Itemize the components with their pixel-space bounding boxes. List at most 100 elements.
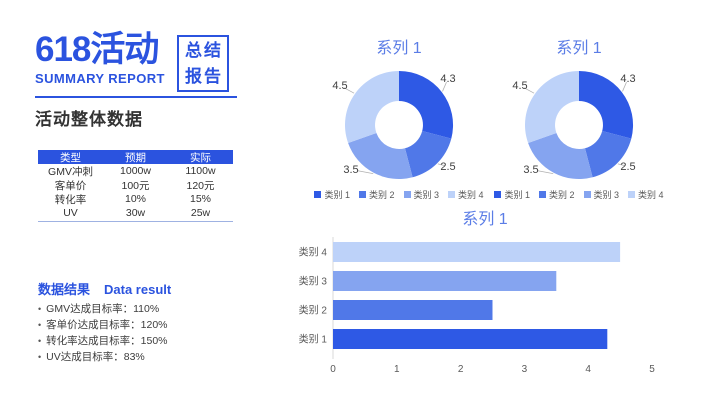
label-leader-line [617, 163, 626, 167]
label-leader-line [537, 170, 554, 174]
label-leader-line [622, 81, 627, 92]
data-label: 2.5 [620, 161, 635, 173]
data-label: 2.5 [440, 161, 455, 173]
legend-item: 类别 2 [358, 188, 395, 201]
results-list: • GMV达成目标率：110% • 客单价达成目标率：120% • 转化率达成目标率：15… [38, 301, 168, 365]
table-row: 转化率 10% 15% [38, 192, 233, 206]
results-title-zh: 数据结果 [38, 282, 91, 297]
x-tick-label: 2 [458, 364, 464, 375]
bar-chart: 系列 1 类别 4 类别 3 类别 2 类别 1 0 1 2 3 4 5 [285, 208, 685, 388]
table-cell: UV [63, 207, 78, 219]
results-title: 数据结果 Data result [38, 279, 171, 298]
data-label: 3.5 [523, 164, 538, 176]
bar-chart-title: 系列 1 [462, 211, 508, 228]
category-label: 类别 4 [299, 246, 328, 259]
bullet-icon: • [38, 304, 42, 314]
bar [333, 271, 557, 291]
category-label: 类别 2 [299, 304, 328, 317]
legend-swatch-icon [448, 191, 456, 198]
legend-swatch-icon [403, 191, 411, 198]
bullet-icon: • [38, 336, 42, 346]
table-row: GMV冲刺 1000w 1100w [38, 164, 233, 178]
donut-1-plot: 4.3 2.5 3.5 4.5 [332, 70, 456, 180]
main-title: 618活动 [35, 30, 159, 69]
legend-item: 类别 1 [494, 188, 530, 201]
category-label: 类别 3 [299, 275, 328, 288]
table-cell: 客单价 [54, 179, 87, 192]
label-leader-line [357, 170, 374, 174]
donut-2-title: 系列 1 [556, 40, 602, 57]
table-cell: 1100w [185, 165, 216, 177]
divider-line [35, 96, 237, 98]
bar [333, 242, 621, 262]
donut-segment [525, 71, 579, 143]
donut-1-title: 系列 1 [376, 40, 422, 57]
summary-badge: 总结 报告 [177, 35, 229, 92]
label-leader-line [343, 87, 355, 94]
subtitle: SUMMARY REPORT [35, 70, 165, 86]
result-item: • UV达成目标率：83% [38, 351, 145, 363]
label-leader-line [442, 81, 447, 92]
table-cell: 10% [124, 193, 146, 205]
legend-item: 类别 1 [314, 188, 350, 201]
donut-1-legend: 类别 1 类别 2 类别 3 类别 4 [313, 187, 485, 201]
table-cell: 120元 [186, 179, 215, 192]
section-heading: 活动整体数据 [35, 110, 143, 129]
x-tick-label: 0 [330, 364, 336, 375]
table-cell: 25w [190, 207, 211, 219]
table-header-cell: 实际 [190, 151, 211, 164]
legend-swatch-icon [494, 191, 502, 198]
x-tick-label: 3 [522, 364, 528, 375]
donut-segment [528, 133, 593, 180]
table-header-cell: 类型 [60, 151, 81, 164]
legend-swatch-icon [628, 191, 636, 198]
bar-chart-plot: 类别 4 类别 3 类别 2 类别 1 0 1 2 3 4 5 [299, 237, 655, 375]
metrics-table: 类型 预期 实际 GMV冲刺 1000w 1100w 客单价 100元 120元转化率 10% 15… [38, 150, 233, 222]
bar [333, 300, 493, 320]
label-leader-line [437, 163, 446, 167]
donut-segment [585, 131, 632, 178]
donut-segment [399, 70, 454, 139]
donut-segment [405, 131, 452, 178]
donut-2-plot: 4.3 2.5 3.5 4.5 [512, 70, 636, 180]
label-leader-line [523, 87, 535, 94]
donut-2-legend: 类别 1 类别 2 类别 3 类别 4 [493, 187, 665, 201]
report-header: 618活动 SUMMARY REPORT [35, 31, 175, 86]
legend-swatch-icon [314, 191, 322, 198]
legend-swatch-icon [583, 191, 591, 198]
result-item: • 转化率达成目标率：150% [38, 335, 168, 347]
legend-item: 类别 2 [538, 188, 575, 201]
results-title-en: Data result [104, 282, 172, 297]
table-header-cell: 预期 [125, 151, 146, 164]
donut-segment [579, 70, 634, 139]
donut-chart-2: 系列 1 4.3 2.5 3.5 4.5 类别 1 类别 2 类别 3 类别 4 [493, 38, 665, 200]
legend-item: 类别 4 [628, 188, 664, 201]
table-cell: 1000w [120, 165, 151, 177]
table-cell: 100元 [121, 179, 150, 192]
table-cell: 15% [189, 193, 211, 205]
legend-item: 类别 3 [403, 188, 439, 201]
table-cell: 30w [125, 207, 146, 219]
result-item: • GMV达成目标率：110% [38, 303, 160, 315]
badge-line-1: 总结 [185, 41, 223, 60]
table-cell: GMV冲刺 [48, 165, 93, 178]
table-row: 客单价 100元 120元 [38, 178, 233, 192]
table-row: UV 30w 25w [38, 206, 233, 220]
x-tick-label: 5 [649, 364, 655, 375]
legend-swatch-icon [358, 191, 366, 198]
table-cell: 转化率 [54, 193, 87, 206]
table-header-row: 类型 预期 实际 [38, 150, 233, 164]
legend-item: 类别 3 [583, 188, 619, 201]
legend-item: 类别 4 [448, 188, 484, 201]
donut-chart-1: 系列 1 4.3 2.5 3.5 4.5 类别 1 类别 2 类别 3 类别 4 [313, 38, 485, 200]
data-label: 4.5 [512, 80, 527, 92]
bullet-icon: • [38, 352, 42, 362]
x-tick-label: 4 [585, 364, 591, 375]
data-label: 4.5 [332, 80, 347, 92]
data-label: 3.5 [343, 164, 358, 176]
data-label: 4.3 [440, 73, 455, 85]
legend-swatch-icon [538, 191, 546, 198]
result-item: • 客单价达成目标率：120% [38, 319, 168, 331]
badge-line-2: 报告 [185, 66, 223, 86]
